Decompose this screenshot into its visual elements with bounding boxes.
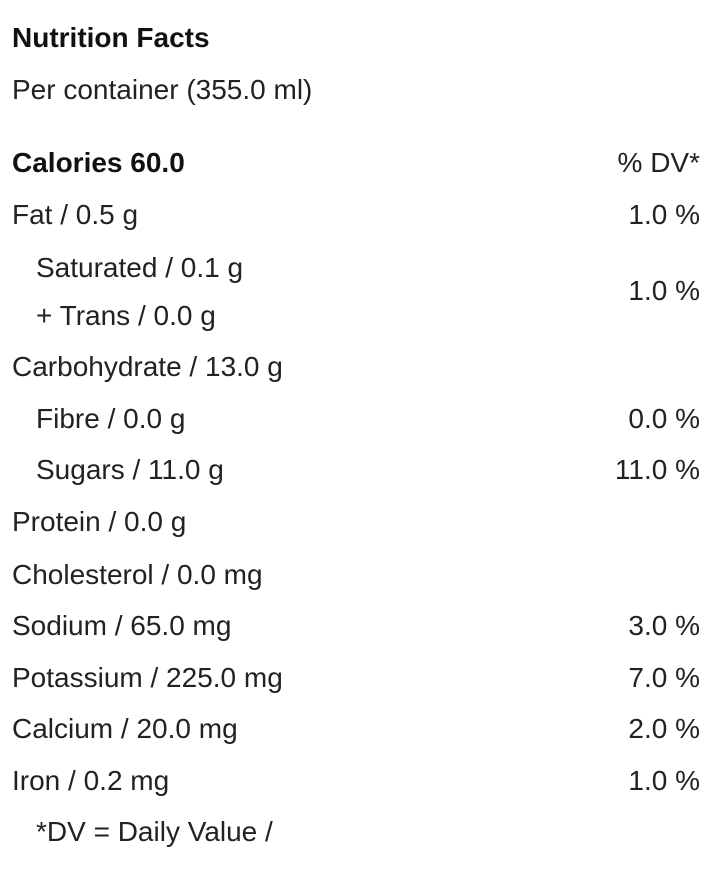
nutrient: Calcium / 20.0 mg	[12, 713, 238, 744]
dv-header: % DV*	[617, 147, 700, 178]
nutrient: Sugars / 11.0 g	[36, 454, 224, 485]
dv: 7.0 %	[628, 662, 700, 693]
subtitle: Per container (355.0 ml)	[12, 74, 313, 105]
dv: 11.0 %	[614, 454, 700, 485]
nutrient: Cholesterol / 0.0 mg	[12, 559, 263, 590]
dv: 2.0 %	[628, 713, 700, 744]
title: Nutrition Facts	[12, 22, 210, 53]
nutrient: + Trans / 0.0 g	[36, 300, 216, 331]
dv: 0.0 %	[628, 403, 700, 434]
nutrient: Fibre / 0.0 g	[36, 403, 186, 434]
dv: 3.0 %	[628, 610, 700, 641]
dv: 1.0 %	[628, 765, 700, 796]
nutrient: Protein / 0.0 g	[12, 506, 187, 537]
nutrient: Sodium / 65.0 mg	[12, 610, 232, 641]
dv: 1.0 %	[628, 199, 700, 230]
nutrient: Iron / 0.2 mg	[12, 765, 170, 796]
footnote: *DV = Daily Value /	[36, 816, 273, 847]
calories: Calories 60.0	[12, 147, 185, 178]
nutrient: Fat / 0.5 g	[12, 199, 139, 230]
nutrient: Carbohydrate / 13.0 g	[12, 351, 283, 382]
dv: 1.0 %	[628, 275, 700, 306]
nutrient: Saturated / 0.1 g	[36, 252, 244, 283]
nutrient: Potassium / 225.0 mg	[12, 662, 283, 693]
